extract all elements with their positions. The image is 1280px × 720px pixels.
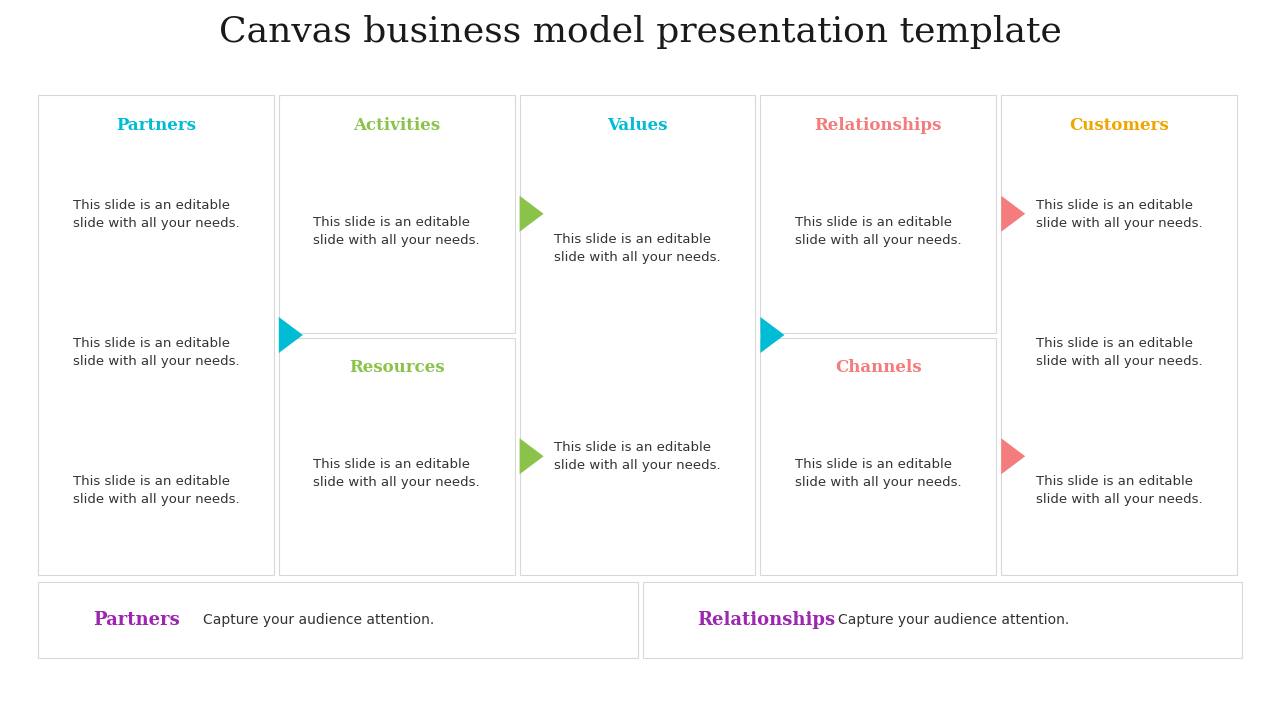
Text: Relationships: Relationships — [698, 611, 836, 629]
Text: This slide is an editable
slide with all your needs.: This slide is an editable slide with all… — [314, 458, 480, 490]
Text: This slide is an editable
slide with all your needs.: This slide is an editable slide with all… — [73, 475, 239, 506]
Polygon shape — [1001, 196, 1025, 232]
FancyBboxPatch shape — [279, 338, 515, 575]
FancyBboxPatch shape — [643, 582, 1242, 658]
Text: This slide is an editable
slide with all your needs.: This slide is an editable slide with all… — [554, 233, 721, 264]
FancyBboxPatch shape — [279, 95, 515, 333]
Text: Activities: Activities — [353, 117, 440, 134]
Text: This slide is an editable
slide with all your needs.: This slide is an editable slide with all… — [795, 458, 961, 490]
Text: Customers: Customers — [1069, 117, 1169, 134]
Polygon shape — [520, 438, 544, 474]
FancyBboxPatch shape — [38, 95, 274, 575]
Polygon shape — [1001, 438, 1025, 474]
FancyBboxPatch shape — [520, 95, 755, 575]
FancyBboxPatch shape — [38, 582, 637, 658]
FancyBboxPatch shape — [1001, 95, 1236, 575]
Text: Resources: Resources — [349, 359, 444, 377]
Text: Partners: Partners — [93, 611, 179, 629]
Text: This slide is an editable
slide with all your needs.: This slide is an editable slide with all… — [73, 199, 239, 230]
Text: This slide is an editable
slide with all your needs.: This slide is an editable slide with all… — [1036, 337, 1202, 368]
Text: Capture your audience attention.: Capture your audience attention. — [204, 613, 434, 627]
Text: Canvas business model presentation template: Canvas business model presentation templ… — [219, 15, 1061, 49]
Polygon shape — [760, 317, 785, 353]
Polygon shape — [520, 196, 544, 232]
Text: Values: Values — [607, 117, 668, 134]
FancyBboxPatch shape — [760, 338, 996, 575]
Text: This slide is an editable
slide with all your needs.: This slide is an editable slide with all… — [795, 216, 961, 247]
Text: This slide is an editable
slide with all your needs.: This slide is an editable slide with all… — [1036, 475, 1202, 506]
Polygon shape — [279, 317, 303, 353]
Text: This slide is an editable
slide with all your needs.: This slide is an editable slide with all… — [554, 441, 721, 472]
Text: This slide is an editable
slide with all your needs.: This slide is an editable slide with all… — [73, 337, 239, 368]
Text: Channels: Channels — [835, 359, 922, 377]
Text: This slide is an editable
slide with all your needs.: This slide is an editable slide with all… — [1036, 199, 1202, 230]
Text: Partners: Partners — [116, 117, 196, 134]
Text: This slide is an editable
slide with all your needs.: This slide is an editable slide with all… — [314, 216, 480, 247]
FancyBboxPatch shape — [760, 95, 996, 333]
Text: Relationships: Relationships — [814, 117, 942, 134]
Text: Capture your audience attention.: Capture your audience attention. — [837, 613, 1069, 627]
